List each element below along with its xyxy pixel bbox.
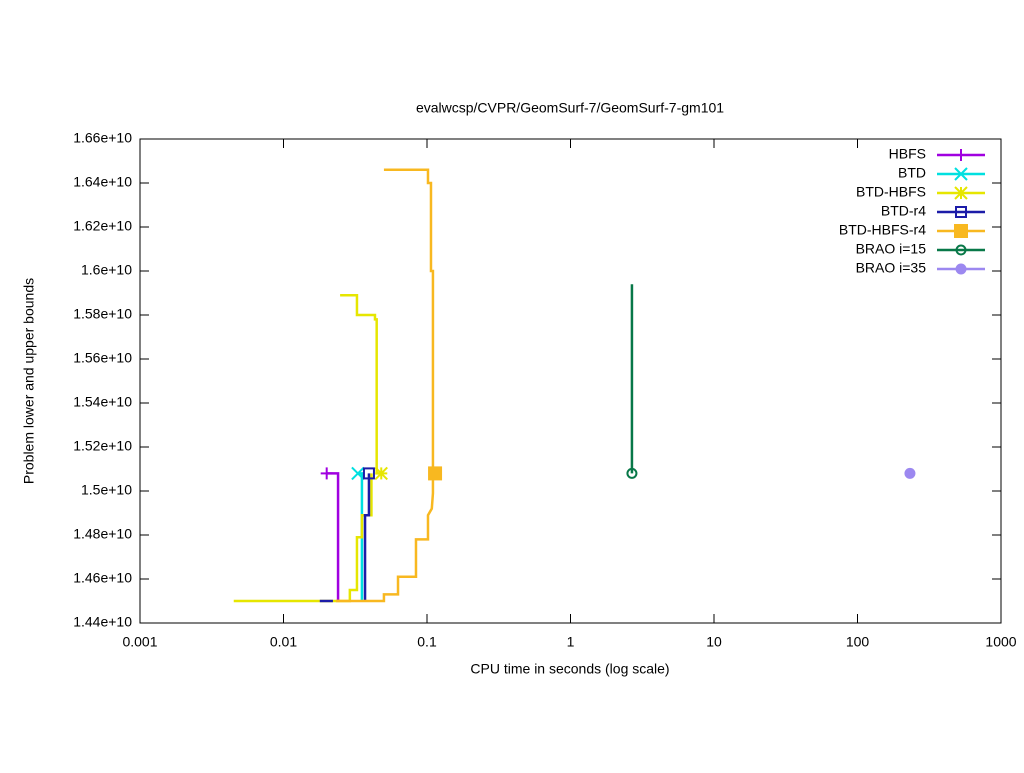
legend-label: HBFS	[889, 146, 926, 162]
series-line	[319, 473, 371, 603]
marker-shape	[955, 244, 967, 256]
series-line	[335, 168, 436, 603]
y-tick-label: 1.5e+10	[81, 482, 132, 498]
legend-label: BTD	[898, 165, 926, 181]
x-tick-label: 1000	[985, 634, 1016, 650]
y-tick-label: 1.6e+10	[81, 262, 132, 278]
x-tick-label: 0.01	[270, 634, 297, 650]
x-tick-label: 100	[846, 634, 870, 650]
marker-shape	[626, 467, 638, 479]
x-tick-label: 10	[706, 634, 722, 650]
marker	[904, 467, 916, 479]
marker-stroke	[954, 167, 968, 181]
marker-shape	[904, 467, 916, 479]
x-tick-label: 0.001	[122, 634, 157, 650]
marker	[374, 466, 388, 481]
chart-title: evalwcsp/CVPR/GeomSurf-7/GeomSurf-7-gm10…	[416, 100, 724, 116]
marker	[626, 467, 638, 479]
marker	[428, 466, 443, 481]
marker	[362, 467, 375, 480]
marker-stroke	[351, 466, 365, 481]
legend-label: BTD-HBFS	[856, 184, 926, 200]
y-tick-label: 1.56e+10	[73, 350, 132, 366]
marker	[955, 206, 967, 218]
legend-label: BRAO i=15	[856, 241, 927, 257]
marker-stroke	[954, 186, 968, 200]
legend-label: BTD-HBFS-r4	[839, 222, 926, 238]
marker-shape	[362, 467, 375, 480]
marker	[954, 224, 968, 238]
marker	[955, 263, 967, 275]
marker-shape	[954, 224, 968, 238]
y-tick-label: 1.46e+10	[73, 570, 132, 586]
plot-frame	[139, 138, 1002, 624]
marker	[954, 167, 968, 181]
marker	[955, 244, 967, 256]
y-tick-label: 1.52e+10	[73, 438, 132, 454]
marker-shape	[955, 263, 967, 275]
legend-label: BRAO i=35	[856, 260, 927, 276]
y-tick-label: 1.54e+10	[73, 394, 132, 410]
x-tick-label: 1	[567, 634, 575, 650]
series-line	[233, 293, 382, 603]
y-tick-label: 1.48e+10	[73, 526, 132, 542]
y-tick-label: 1.62e+10	[73, 218, 132, 234]
marker-stroke	[374, 466, 388, 481]
marker-shape	[428, 466, 443, 481]
marker	[954, 186, 968, 200]
y-tick-label: 1.44e+10	[73, 614, 132, 630]
x-axis-label: CPU time in seconds (log scale)	[470, 661, 669, 677]
marker	[351, 466, 365, 481]
x-tick-label: 0.1	[417, 634, 437, 650]
y-tick-label: 1.64e+10	[73, 174, 132, 190]
y-axis-label: Problem lower and upper bounds	[21, 278, 37, 484]
y-tick-label: 1.66e+10	[73, 130, 132, 146]
series-line	[326, 472, 340, 601]
y-tick-label: 1.58e+10	[73, 306, 132, 322]
marker-shape	[955, 206, 967, 218]
legend-label: BTD-r4	[881, 203, 926, 219]
marker	[320, 467, 333, 480]
marker	[955, 149, 967, 161]
